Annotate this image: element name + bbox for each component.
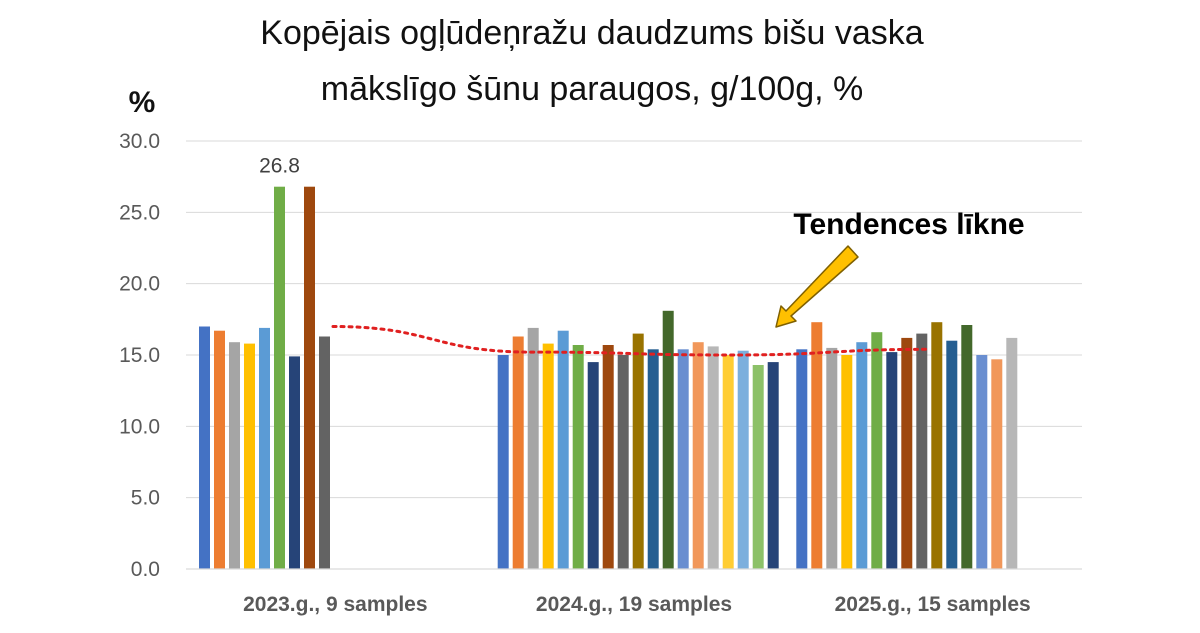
x-category-label: 2024.g., 19 samples [536,593,732,616]
y-tick-label: 0.0 [131,558,160,581]
bar [856,342,868,569]
bar [796,349,808,569]
bar [229,342,240,569]
y-tick-label: 25.0 [119,201,160,224]
bar [946,340,958,569]
x-category-label: 2023.g., 9 samples [243,593,427,616]
bar [527,327,539,569]
trend-line [331,325,932,357]
x-axis-category-labels: 2023.g., 9 samples 2024.g., 19 samples 202… [243,593,1031,616]
y-tick-label: 30.0 [119,130,160,153]
bar [841,355,853,569]
y-axis-unit-label: % [129,86,156,119]
trend-annotation-label: Tendences līkne [793,208,1024,241]
bar [587,362,599,569]
bar [632,333,644,569]
bar [289,356,300,569]
bar [259,327,270,569]
bars [199,186,1018,569]
bar [557,330,569,569]
y-tick-label: 10.0 [119,415,160,438]
bar [304,186,315,569]
bar [737,350,749,569]
bar [767,362,779,569]
chart-title-line-2: mākslīgo šūnu paraugos, g/100g, % [321,70,863,108]
bar [1006,337,1018,569]
bar [512,336,524,569]
bar [572,345,584,569]
trend-annotation-arrow-icon [775,245,859,328]
bar [811,322,823,569]
bar [931,322,943,569]
bar [647,349,659,569]
bar [961,325,973,569]
y-tick-label: 20.0 [119,273,160,296]
chart-title-line-1: Kopējais ogļūdeņražu daudzums bišu vaska [260,14,924,52]
y-tick-label: 5.0 [131,487,160,510]
bar [214,330,225,569]
bar [707,346,719,569]
bar [274,186,285,569]
bar [542,343,554,569]
x-category-label: 2025.g., 15 samples [835,593,1031,616]
trend-annotation: Tendences līkne [775,208,1025,328]
y-axis-tick-labels: 0.0 5.0 10.0 15.0 20.0 25.0 30.0 [119,130,160,581]
bar [722,355,734,569]
data-label: 26.8 [259,155,300,178]
bar [199,326,210,569]
y-tick-label: 15.0 [119,344,160,367]
bar [677,349,689,569]
bar [976,355,988,569]
bar [497,355,509,569]
bar [244,343,255,569]
bar [617,355,629,569]
chart-title: Kopējais ogļūdeņražu daudzums bišu vaska… [260,14,924,108]
bar [901,337,913,569]
bar [916,333,928,569]
bar [991,359,1003,569]
bar [752,365,764,569]
bar [662,310,674,569]
bar [826,347,838,569]
bar [602,345,614,569]
bar [871,332,883,569]
data-labels: 26.8 [259,155,300,178]
bar [319,336,330,569]
bar [886,352,898,569]
bar [692,342,704,569]
